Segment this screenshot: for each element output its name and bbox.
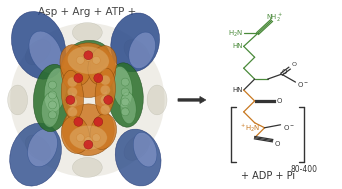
Text: O: O [292, 62, 297, 67]
Text: NH$_2^+$: NH$_2^+$ [266, 11, 283, 24]
Ellipse shape [73, 158, 102, 177]
Circle shape [66, 95, 75, 105]
Text: H$_2$N: H$_2$N [227, 28, 243, 39]
Text: O$^-$: O$^-$ [298, 80, 310, 89]
Circle shape [84, 137, 92, 145]
Ellipse shape [11, 12, 66, 79]
Circle shape [100, 105, 110, 115]
Text: O: O [282, 69, 287, 75]
Circle shape [100, 85, 110, 95]
Text: $^+$H$_2$N: $^+$H$_2$N [239, 122, 260, 133]
Ellipse shape [124, 40, 149, 65]
Text: O: O [277, 98, 282, 104]
Circle shape [67, 87, 77, 97]
Ellipse shape [25, 40, 51, 65]
Circle shape [121, 98, 129, 106]
Ellipse shape [34, 64, 71, 132]
Text: HN: HN [232, 43, 243, 49]
Circle shape [100, 95, 110, 105]
Ellipse shape [107, 63, 143, 127]
Circle shape [121, 108, 129, 116]
Ellipse shape [10, 23, 165, 177]
Ellipse shape [61, 43, 116, 98]
Ellipse shape [69, 125, 107, 150]
Ellipse shape [60, 45, 91, 86]
Circle shape [67, 97, 77, 107]
Ellipse shape [29, 31, 62, 74]
Ellipse shape [73, 22, 102, 42]
Circle shape [74, 117, 83, 126]
Ellipse shape [28, 129, 57, 167]
Text: Asp + Arg + ATP +: Asp + Arg + ATP + [38, 7, 136, 17]
Ellipse shape [63, 104, 114, 156]
Text: 80-400: 80-400 [291, 166, 318, 174]
Ellipse shape [129, 32, 156, 69]
Ellipse shape [61, 116, 90, 153]
Text: O$^-$: O$^-$ [282, 123, 294, 132]
Ellipse shape [25, 135, 51, 160]
Ellipse shape [88, 46, 117, 85]
Circle shape [49, 81, 56, 89]
Circle shape [92, 134, 100, 142]
Text: O: O [275, 141, 280, 147]
Circle shape [94, 74, 103, 83]
Ellipse shape [112, 66, 132, 108]
Text: HN: HN [232, 87, 243, 93]
Circle shape [92, 56, 100, 64]
Text: + ADP + Pi: + ADP + Pi [240, 171, 295, 181]
Ellipse shape [10, 123, 62, 186]
Ellipse shape [124, 135, 149, 160]
Circle shape [121, 78, 129, 86]
Circle shape [49, 101, 56, 109]
Circle shape [49, 111, 56, 119]
Circle shape [121, 88, 129, 96]
Ellipse shape [8, 85, 28, 115]
Circle shape [67, 77, 77, 87]
Circle shape [49, 91, 56, 99]
Circle shape [94, 117, 103, 126]
Ellipse shape [115, 129, 161, 186]
Ellipse shape [44, 68, 67, 112]
Ellipse shape [147, 85, 167, 115]
Ellipse shape [67, 40, 109, 70]
Ellipse shape [133, 132, 157, 167]
Circle shape [84, 53, 92, 61]
Circle shape [104, 95, 113, 105]
Circle shape [76, 134, 84, 142]
Circle shape [84, 140, 93, 149]
Circle shape [100, 75, 110, 85]
Ellipse shape [67, 46, 109, 74]
FancyArrow shape [178, 97, 206, 103]
Ellipse shape [111, 13, 159, 72]
Circle shape [84, 51, 93, 60]
Ellipse shape [61, 70, 83, 120]
Ellipse shape [120, 92, 136, 124]
Ellipse shape [90, 114, 117, 149]
Circle shape [67, 107, 77, 117]
Ellipse shape [41, 93, 60, 127]
Circle shape [74, 74, 83, 83]
Circle shape [76, 56, 84, 64]
Ellipse shape [95, 68, 115, 116]
